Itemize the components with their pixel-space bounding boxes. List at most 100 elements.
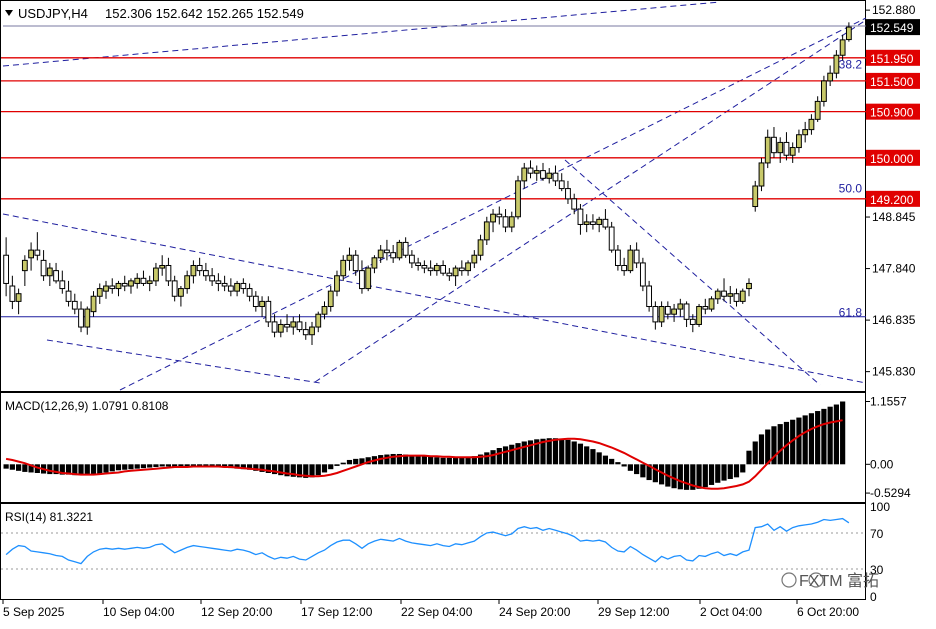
candle-body	[446, 272, 453, 277]
macd-bar	[290, 464, 296, 477]
macd-bar	[434, 457, 440, 465]
candle-body	[433, 264, 440, 272]
candle-body	[845, 26, 852, 41]
macd-bar	[165, 464, 172, 467]
macd-bar	[783, 421, 790, 465]
macd-bar	[159, 464, 165, 467]
channel-line-2	[2, 213, 867, 384]
candle-body	[577, 208, 584, 225]
macd-bar	[203, 464, 209, 466]
macd-bar	[34, 464, 40, 473]
macd-bar	[827, 406, 833, 465]
level-badge-151.950	[866, 49, 920, 66]
candle-body	[639, 262, 646, 287]
candle-body	[128, 280, 134, 287]
candle-body	[546, 172, 553, 179]
candle-body	[146, 280, 153, 284]
rsi-pane[interactable]	[0, 503, 866, 600]
candle-body	[658, 306, 665, 323]
macd-bar	[777, 424, 783, 465]
candle-body	[440, 264, 447, 274]
macd-bar	[446, 457, 452, 465]
fib-label-50.0: 50.0	[839, 182, 863, 196]
candle-body	[415, 262, 422, 266]
candle-body	[783, 141, 790, 156]
collapse-triangle-icon[interactable]	[5, 10, 13, 16]
watermark-text: FXTM 富拓	[799, 572, 879, 590]
candle-body	[265, 300, 272, 323]
macd-bar	[721, 464, 727, 481]
macd-bar	[677, 464, 683, 490]
rsi-tick-label: 0	[870, 590, 877, 604]
candle-body	[421, 264, 428, 269]
macd-bar	[78, 464, 84, 476]
price-pane[interactable]	[0, 0, 866, 392]
candle-body	[827, 72, 834, 82]
macd-bar	[609, 458, 615, 465]
candle-body	[502, 216, 509, 228]
macd-bar	[115, 464, 122, 471]
rsi-line	[5, 517, 850, 565]
macd-bar	[315, 464, 321, 476]
candle-body	[196, 264, 203, 272]
macd-bar	[540, 438, 546, 465]
macd-bar	[234, 464, 240, 469]
macd-bar	[109, 464, 115, 472]
macd-pane[interactable]	[0, 392, 866, 503]
candle-body	[140, 277, 147, 284]
candle-body	[483, 221, 490, 241]
candle-body	[346, 254, 353, 261]
macd-bar	[303, 464, 309, 478]
candle-body	[833, 54, 840, 74]
candle-body	[796, 134, 802, 149]
macd-bar	[84, 464, 90, 475]
macd-bar	[702, 464, 708, 488]
macd-bar	[240, 464, 246, 470]
price-tick-label: 147.840	[872, 262, 916, 276]
macd-bar	[403, 454, 409, 465]
candle-body	[408, 254, 415, 264]
candle-body	[227, 285, 234, 292]
candle-body	[808, 118, 815, 131]
macd-bar	[421, 456, 427, 465]
candle-body	[9, 285, 16, 302]
candle-body	[689, 318, 696, 325]
macd-bar	[72, 464, 78, 476]
rsi-series	[1, 517, 866, 570]
candle-body	[739, 290, 746, 302]
time-tick-label: 24 Sep 20:00	[499, 605, 571, 619]
macd-bar	[328, 464, 334, 470]
fib-label-38.2: 38.2	[839, 57, 863, 71]
candle-body	[627, 249, 634, 272]
macd-bar	[65, 464, 72, 475]
candles	[3, 22, 852, 345]
level-label-150.900: 150.900	[870, 106, 914, 120]
candle-body	[839, 39, 846, 56]
candle-body	[427, 267, 434, 272]
price-tick-label: 152.880	[872, 3, 916, 17]
macd-bar	[652, 464, 658, 483]
axes: 151.950 151.500 150.900 150.000 149.200 152.8…	[2, 3, 920, 619]
candle-body	[259, 300, 265, 308]
time-tick-label: 17 Sep 12:00	[301, 605, 373, 619]
macd-tick-label: 0.00	[870, 457, 894, 471]
candle-body	[121, 282, 128, 287]
macd-bar	[477, 454, 484, 465]
candle-body	[296, 321, 303, 331]
macd-bar	[808, 413, 815, 465]
macd-series	[3, 401, 846, 490]
candle-body	[327, 290, 334, 308]
candle-body	[508, 216, 515, 228]
time-tick-label: 29 Sep 12:00	[598, 605, 670, 619]
current-price-badge	[866, 19, 920, 36]
candle-body	[234, 282, 240, 292]
macd-bar	[128, 464, 134, 470]
rsi-tick-label: 30	[870, 563, 884, 577]
candle-body	[615, 249, 621, 266]
macd-bar	[715, 464, 721, 483]
macd-bar	[28, 464, 34, 473]
channel-line-3	[46, 339, 321, 384]
candle-body	[202, 270, 209, 277]
candle-body	[290, 321, 297, 328]
macd-tick-label: 1.1557	[870, 394, 907, 408]
